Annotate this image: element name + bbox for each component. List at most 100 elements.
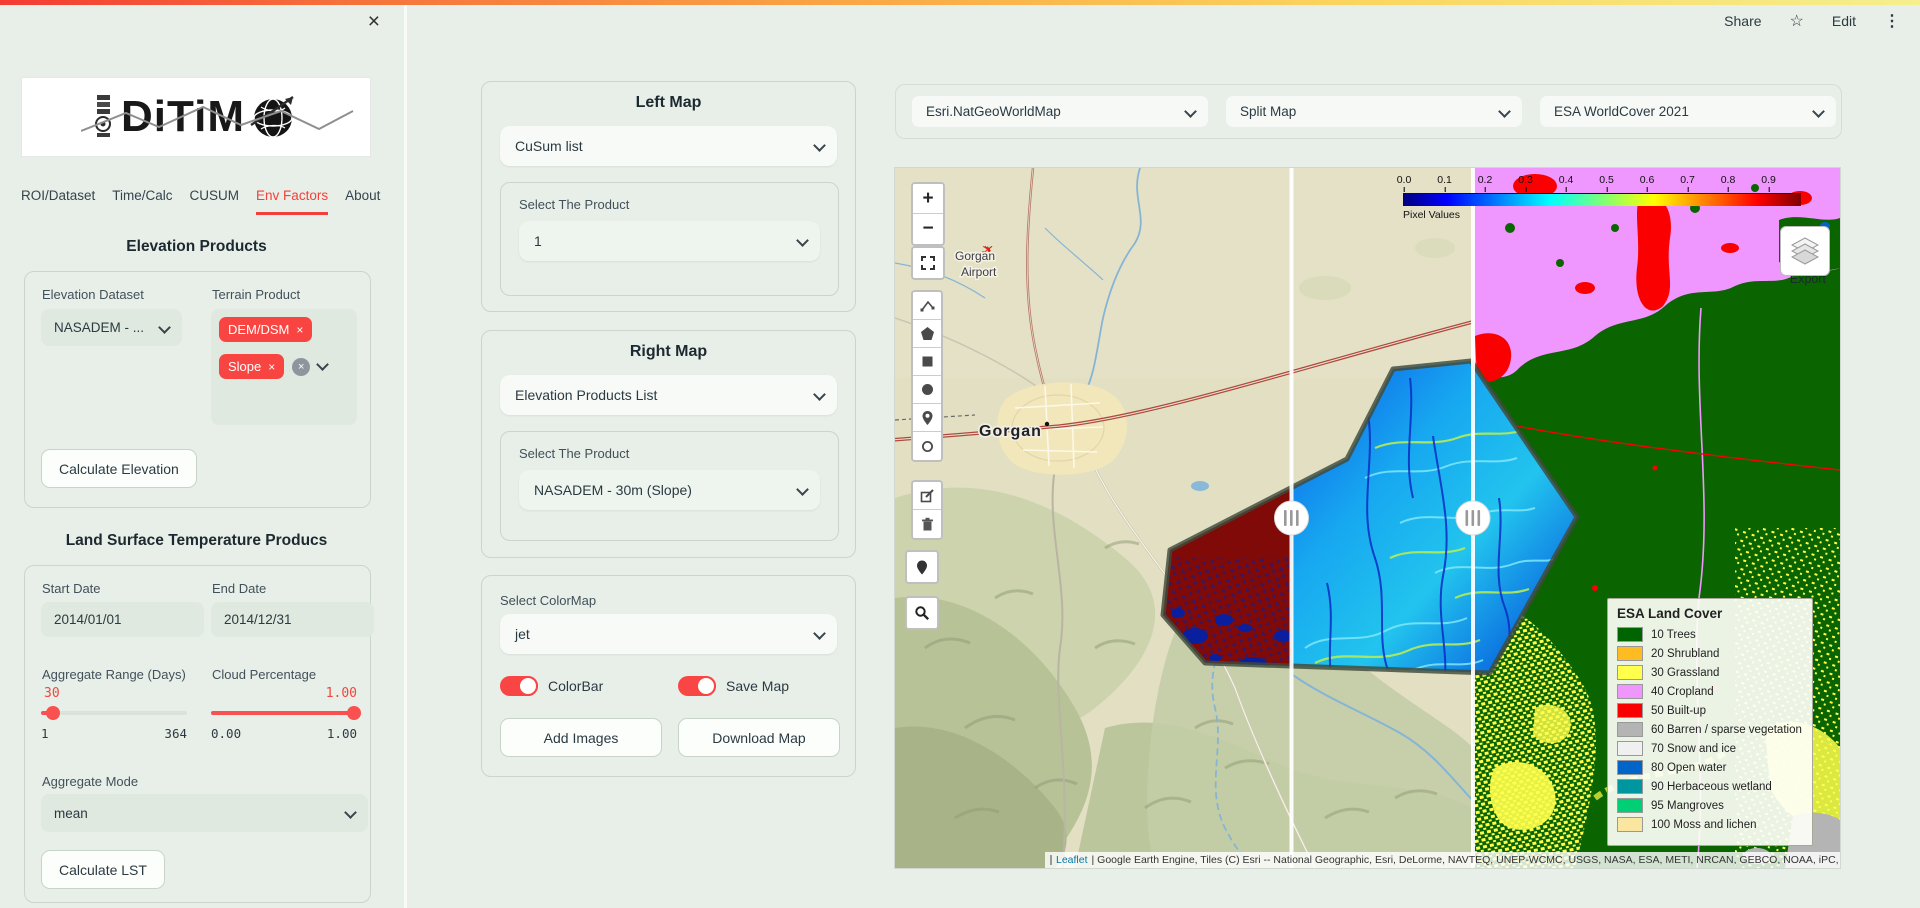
clear-all-icon[interactable]: × — [292, 358, 310, 376]
download-map-button[interactable]: Download Map — [678, 718, 840, 757]
star-icon[interactable]: ☆ — [1790, 11, 1804, 31]
map-canvas[interactable]: ✈ Gorgan Airport Gorgan — [895, 168, 1840, 868]
marker-control — [905, 550, 939, 584]
chevron-down-icon — [1184, 105, 1197, 118]
add-images-button[interactable]: Add Images — [500, 718, 662, 757]
legend-label: 60 Barren / sparse vegetation — [1651, 724, 1802, 736]
right-map-list-value: Elevation Products List — [515, 387, 657, 403]
colorbar-label: Pixel Values — [1403, 209, 1803, 221]
edit-layers-button[interactable] — [913, 482, 941, 510]
left-map-product-value: 1 — [534, 233, 542, 249]
legend-color-chip — [1617, 646, 1643, 661]
legend-label: 30 Grassland — [1651, 667, 1719, 679]
terrain-tag-dem-dsm[interactable]: DEM/DSM × — [219, 317, 312, 342]
tab-roi-dataset[interactable]: ROI/Dataset — [21, 188, 95, 215]
kebab-menu-icon[interactable]: ⋮ — [1884, 11, 1900, 31]
aggregate-mode-value: mean — [54, 806, 88, 821]
slider-min: 1 — [41, 726, 49, 741]
elevation-dataset-select[interactable]: NASADEM - ... — [41, 309, 182, 346]
draw-rectangle-button[interactable] — [913, 348, 941, 376]
draw-marker-button[interactable] — [913, 404, 941, 432]
start-date-input[interactable]: 2014/01/01 — [41, 602, 204, 637]
legend-color-chip — [1617, 760, 1643, 775]
close-icon[interactable]: × — [368, 11, 380, 32]
left-map-product-select[interactable]: 1 — [519, 221, 820, 261]
draw-toolbar — [911, 290, 943, 462]
end-date-input[interactable]: 2014/12/31 — [211, 602, 374, 637]
search-button[interactable] — [907, 598, 937, 628]
legend-item: 95 Mangroves — [1617, 798, 1803, 813]
app-logo: DiTiM — [21, 77, 371, 157]
edit-button[interactable]: Edit — [1832, 13, 1856, 29]
colormap-label: Select ColorMap — [500, 593, 596, 608]
terrain-tag-slope[interactable]: Slope × — [219, 354, 284, 379]
legend-color-chip — [1617, 627, 1643, 642]
left-map-list-select[interactable]: CuSum list — [500, 126, 837, 166]
right-map-title: Right Map — [482, 343, 855, 361]
tab-cusum[interactable]: CUSUM — [190, 188, 240, 215]
colorbar-gradient — [1403, 193, 1801, 206]
layers-control-button[interactable] — [1780, 226, 1830, 276]
zoom-in-button[interactable]: + — [913, 184, 943, 214]
right-map-product-select[interactable]: NASADEM - 30m (Slope) — [519, 470, 820, 510]
right-map-list-select[interactable]: Elevation Products List — [500, 375, 837, 415]
aggregate-range-minmax: 1 364 — [41, 726, 187, 741]
draw-circle-button[interactable] — [913, 376, 941, 404]
calculate-elevation-button[interactable]: Calculate Elevation — [41, 449, 197, 488]
chevron-down-icon — [796, 483, 809, 496]
fullscreen-button[interactable] — [913, 248, 943, 278]
tab-env-factors[interactable]: Env Factors — [256, 188, 328, 215]
pin-icon — [914, 559, 930, 576]
delete-layers-button[interactable] — [913, 510, 941, 538]
colorbar-tick: 0.3 — [1518, 174, 1533, 186]
remove-tag-icon[interactable]: × — [296, 323, 303, 337]
tab-time-calc[interactable]: Time/Calc — [112, 188, 172, 215]
colormap-select[interactable]: jet — [500, 614, 837, 654]
colorbar-tick: 0.4 — [1559, 174, 1574, 186]
draw-polyline-button[interactable] — [913, 292, 941, 320]
cloud-percentage-minmax: 0.00 1.00 — [211, 726, 357, 741]
edit-toolbar — [911, 480, 943, 540]
colorbar-toggle[interactable] — [500, 676, 538, 696]
tab-about[interactable]: About — [345, 188, 380, 215]
legend-title: ESA Land Cover — [1617, 606, 1803, 621]
right-map-panel: Right Map Elevation Products List Select… — [481, 330, 856, 558]
aggregate-range-slider[interactable] — [41, 706, 187, 720]
legend-item: 70 Snow and ice — [1617, 741, 1803, 756]
legend-item: 90 Herbaceous wetland — [1617, 779, 1803, 794]
map-mode-select[interactable]: Split Map — [1226, 96, 1522, 127]
overlay-select[interactable]: ESA WorldCover 2021 — [1540, 96, 1836, 127]
remove-tag-icon[interactable]: × — [268, 360, 275, 374]
split-handle-right[interactable] — [1456, 501, 1490, 535]
legend-color-chip — [1617, 665, 1643, 680]
terrain-product-multiselect[interactable]: DEM/DSM × Slope × × — [211, 309, 357, 425]
colorbar-tick: 0.2 — [1478, 174, 1493, 186]
leaflet-link[interactable]: Leaflet — [1056, 854, 1088, 866]
legend-label: 50 Built-up — [1651, 705, 1706, 717]
lst-card: Start Date 2014/01/01 End Date 2014/12/3… — [24, 565, 371, 903]
logo-text: DiTiM — [121, 95, 245, 139]
legend-label: 40 Cropland — [1651, 686, 1714, 698]
savemap-toggle[interactable] — [678, 676, 716, 696]
globe-icon — [249, 91, 301, 143]
calculate-lst-button[interactable]: Calculate LST — [41, 850, 165, 889]
draw-circlemarker-button[interactable] — [913, 432, 941, 460]
basemap-select[interactable]: Esri.NatGeoWorldMap — [912, 96, 1208, 127]
map-mode-value: Split Map — [1240, 104, 1296, 119]
circle-icon — [920, 382, 935, 397]
start-date-value: 2014/01/01 — [54, 612, 122, 627]
draw-polygon-button[interactable] — [913, 320, 941, 348]
legend-label: 95 Mangroves — [1651, 800, 1724, 812]
chevron-down-icon — [1498, 105, 1511, 118]
legend-label: 90 Herbaceous wetland — [1651, 781, 1772, 793]
split-handle-left[interactable] — [1275, 501, 1309, 535]
place-marker-button[interactable] — [907, 552, 937, 582]
zoom-out-button[interactable]: − — [913, 214, 943, 244]
cloud-percentage-slider[interactable] — [211, 706, 357, 720]
slider-max: 1.00 — [327, 726, 357, 741]
left-map-panel: Left Map CuSum list Select The Product 1 — [481, 81, 856, 312]
layers-icon — [1789, 235, 1821, 267]
aggregate-mode-select[interactable]: mean — [41, 794, 368, 832]
share-button[interactable]: Share — [1724, 13, 1761, 29]
left-map-list-value: CuSum list — [515, 138, 583, 154]
